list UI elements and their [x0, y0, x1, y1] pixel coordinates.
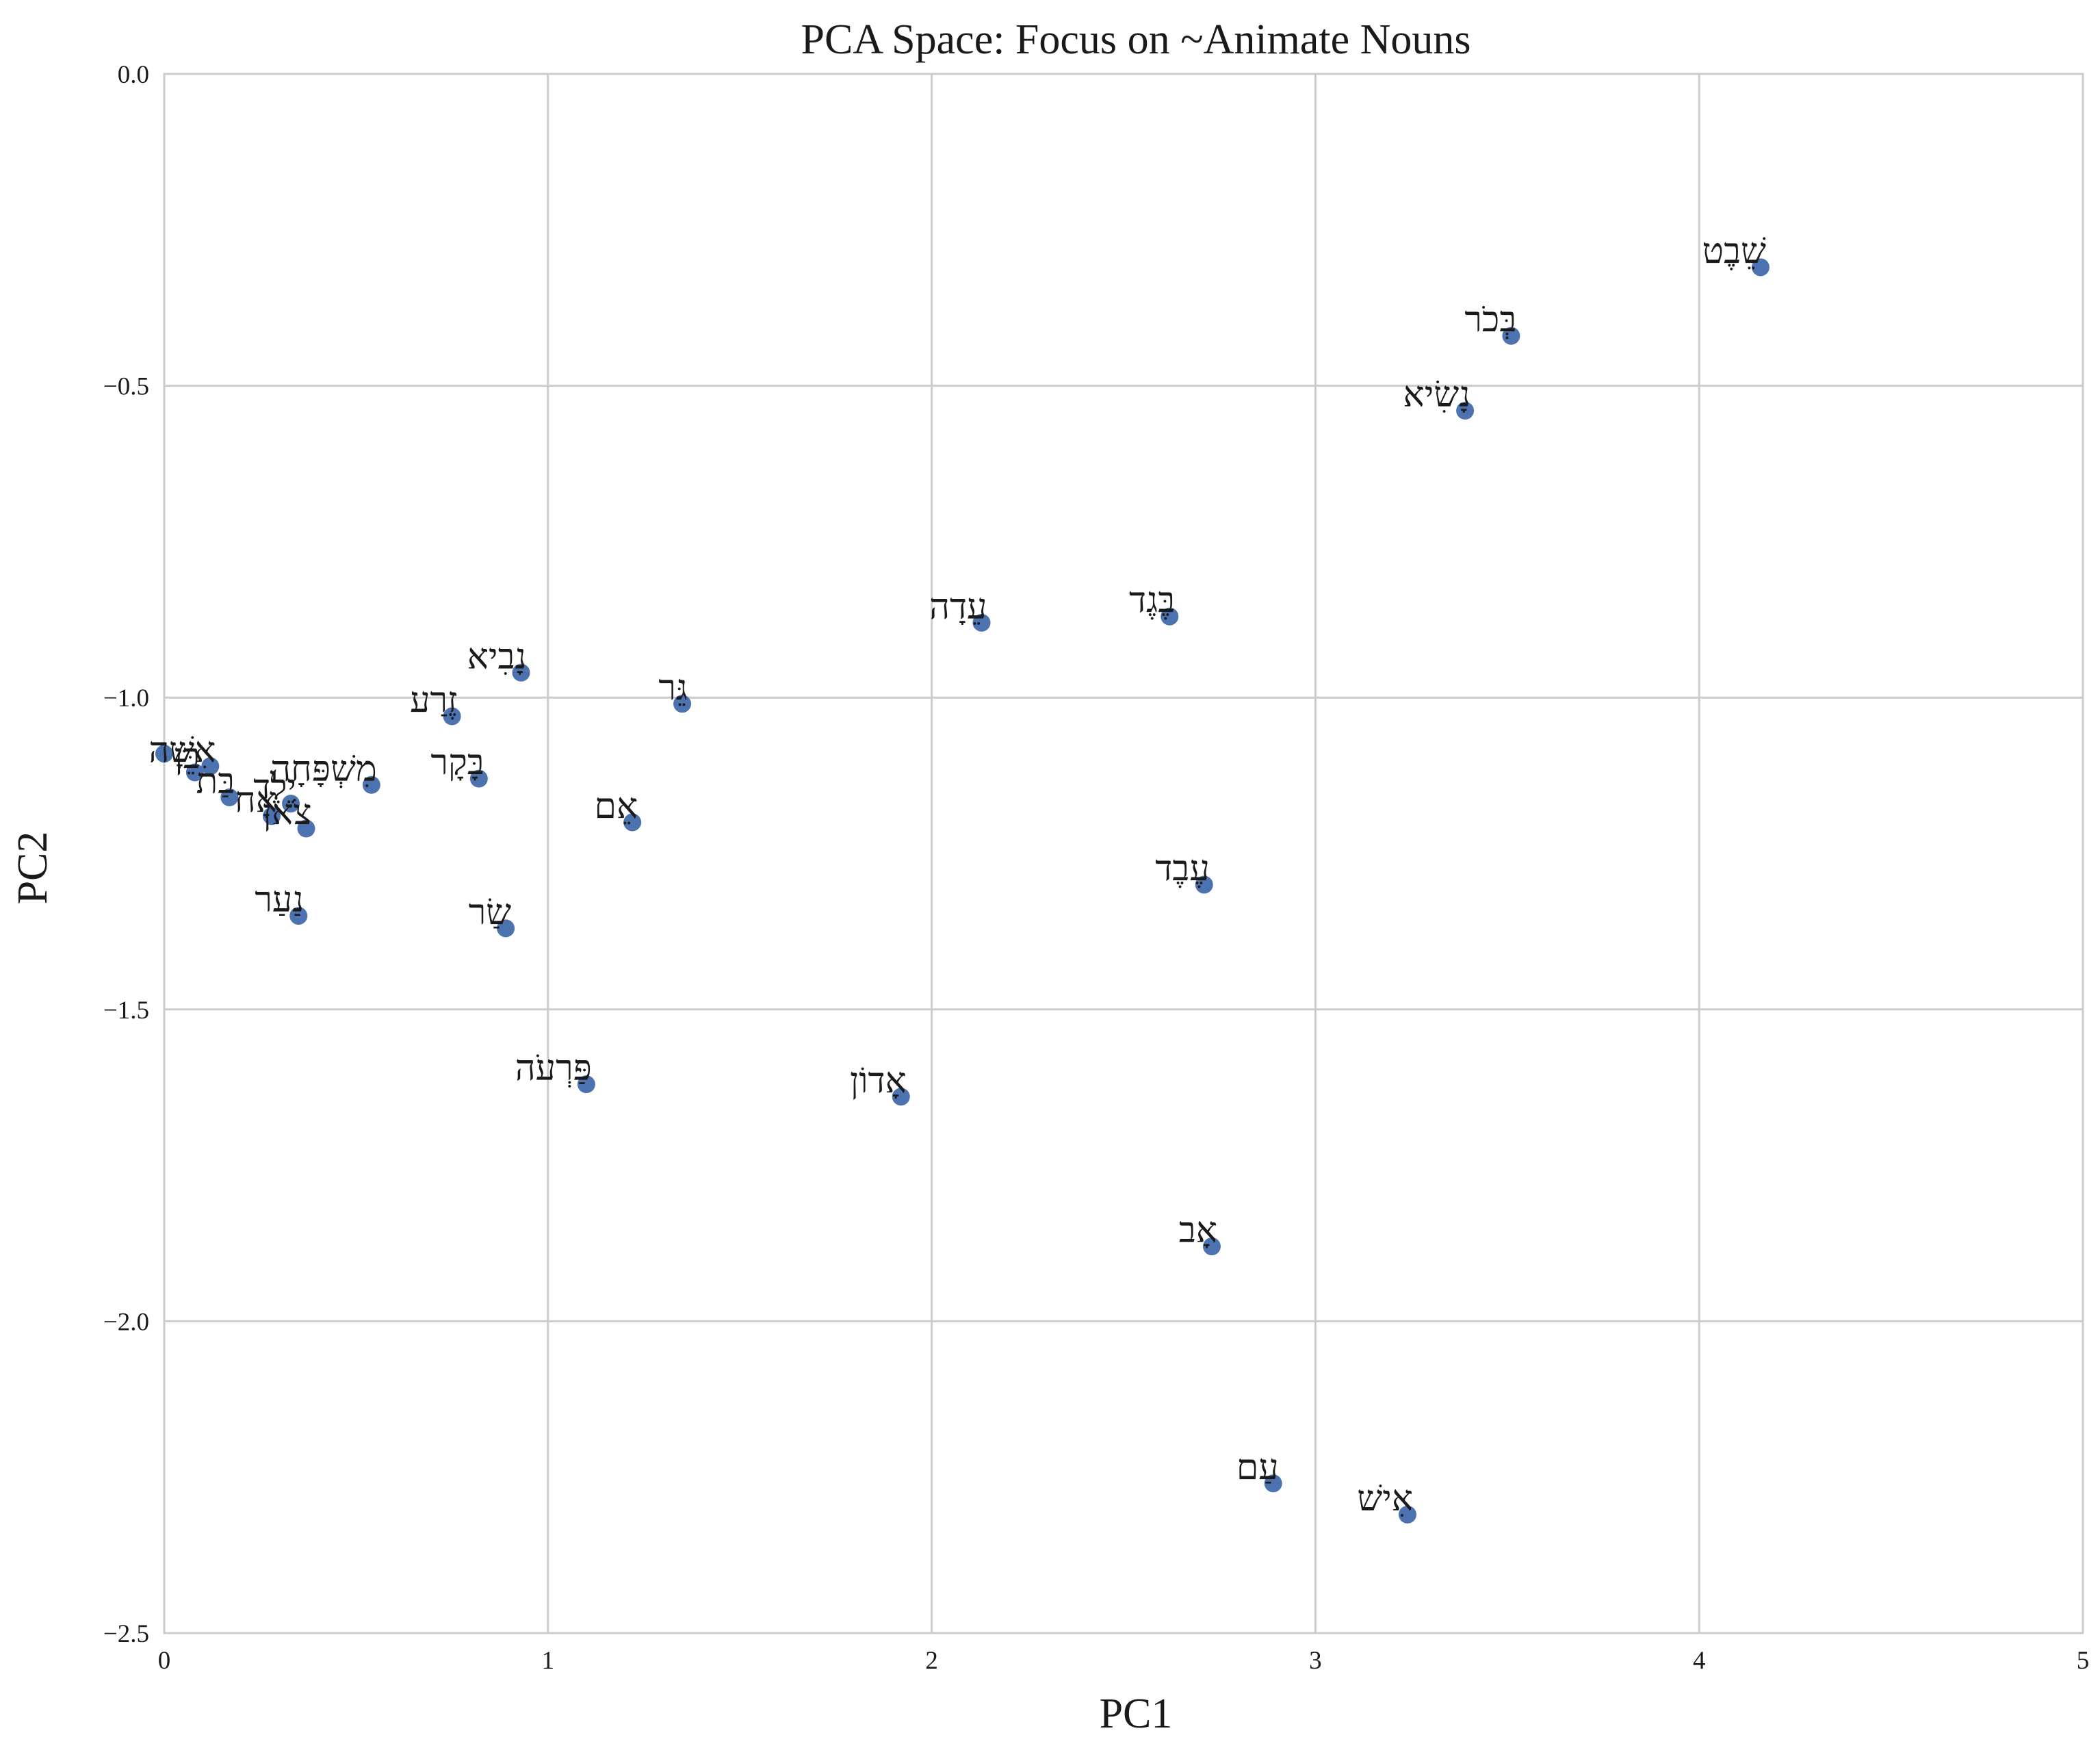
- data-point: [577, 1075, 595, 1094]
- data-points: [155, 258, 1770, 1524]
- data-point: [155, 745, 173, 763]
- data-point: [1202, 1237, 1221, 1256]
- y-tick-label: −2.5: [103, 1620, 149, 1648]
- y-tick-label: 0.0: [118, 61, 149, 89]
- data-point: [1161, 607, 1179, 626]
- data-point: [1751, 258, 1770, 277]
- x-tick-label: 4: [1693, 1647, 1706, 1675]
- point-label: פַּרְעֹה: [515, 1048, 592, 1089]
- x-tick-label: 5: [2077, 1647, 2090, 1675]
- x-tick-label: 2: [925, 1647, 938, 1675]
- point-label: אָב: [1179, 1210, 1217, 1251]
- x-tick-label: 3: [1309, 1647, 1322, 1675]
- point-label: אֵם: [595, 786, 638, 827]
- point-label: אִישׁ: [1357, 1478, 1413, 1519]
- data-point: [497, 919, 515, 938]
- data-point: [185, 763, 204, 782]
- y-axis-ticks: 0.0 −0.5 −1.0 −1.5 −2.0 −2.5: [103, 61, 149, 1648]
- point-label: זֶרַע: [410, 680, 457, 721]
- data-point: [289, 907, 308, 925]
- point-label: בַּת: [196, 761, 235, 802]
- x-tick-label: 1: [542, 1647, 555, 1675]
- data-point: [282, 795, 300, 813]
- point-label: עַם: [1236, 1447, 1279, 1488]
- point-label: אָח: [235, 780, 277, 821]
- data-point: [263, 807, 281, 825]
- point-label: בֵּן: [174, 736, 200, 778]
- point-label: יֶלֶד: [253, 767, 296, 808]
- data-point: [297, 819, 315, 838]
- point-label: עֵדָה: [929, 587, 987, 628]
- x-tick-label: 0: [158, 1647, 171, 1675]
- y-tick-label: −1.0: [103, 684, 149, 712]
- grid: [163, 73, 2084, 1634]
- data-point: [1456, 402, 1475, 420]
- point-label: שֵׁבֶט: [1702, 231, 1766, 272]
- point-label: בָּקָר: [430, 743, 484, 784]
- x-axis-label: PC1: [1100, 1691, 1173, 1737]
- point-label: בֶּגֶד: [1129, 580, 1175, 621]
- data-point: [1264, 1474, 1282, 1493]
- point-label: אִשָּׁה: [148, 730, 216, 771]
- data-point: [469, 769, 488, 788]
- data-point: [362, 775, 380, 794]
- y-tick-label: −1.5: [103, 997, 149, 1025]
- x-axis-ticks: 0 1 2 3 4 5: [158, 1647, 2090, 1675]
- point-label: צֹאן: [263, 793, 312, 834]
- data-point: [1195, 875, 1213, 894]
- data-point: [512, 663, 530, 682]
- data-point: [972, 613, 991, 632]
- data-point: [220, 788, 239, 806]
- data-point: [443, 707, 461, 726]
- plot-frame: [163, 73, 2084, 1634]
- point-label: אָדוֹן: [850, 1060, 907, 1101]
- y-axis-label: PC2: [10, 832, 56, 905]
- data-point: [201, 757, 220, 775]
- data-point: [673, 695, 692, 713]
- point-labels: שֵׁבֶט בְּכֹר נָשִׂיא עֵדָה בֶּגֶד נָבִיא גֵּר…: [148, 231, 1766, 1519]
- point-label: נַעַר: [255, 880, 304, 921]
- data-point: [1398, 1505, 1416, 1524]
- point-label: שַׂר: [469, 892, 512, 933]
- data-point: [892, 1088, 910, 1106]
- point-label: גֵּר: [658, 667, 688, 708]
- chart-title: PCA Space: Focus on ~Animate Nouns: [801, 16, 1470, 63]
- data-point: [623, 813, 642, 832]
- data-point: [1502, 326, 1520, 345]
- point-label: נָבִיא: [467, 637, 527, 678]
- point-label: עֶבֶד: [1155, 849, 1210, 890]
- y-tick-label: −0.5: [103, 373, 149, 401]
- point-label: מִשְׁפָּחָה: [270, 749, 377, 790]
- y-tick-label: −2.0: [103, 1308, 149, 1336]
- point-label: בְּכֹר: [1464, 300, 1516, 341]
- point-label: נָשִׂיא: [1403, 374, 1471, 415]
